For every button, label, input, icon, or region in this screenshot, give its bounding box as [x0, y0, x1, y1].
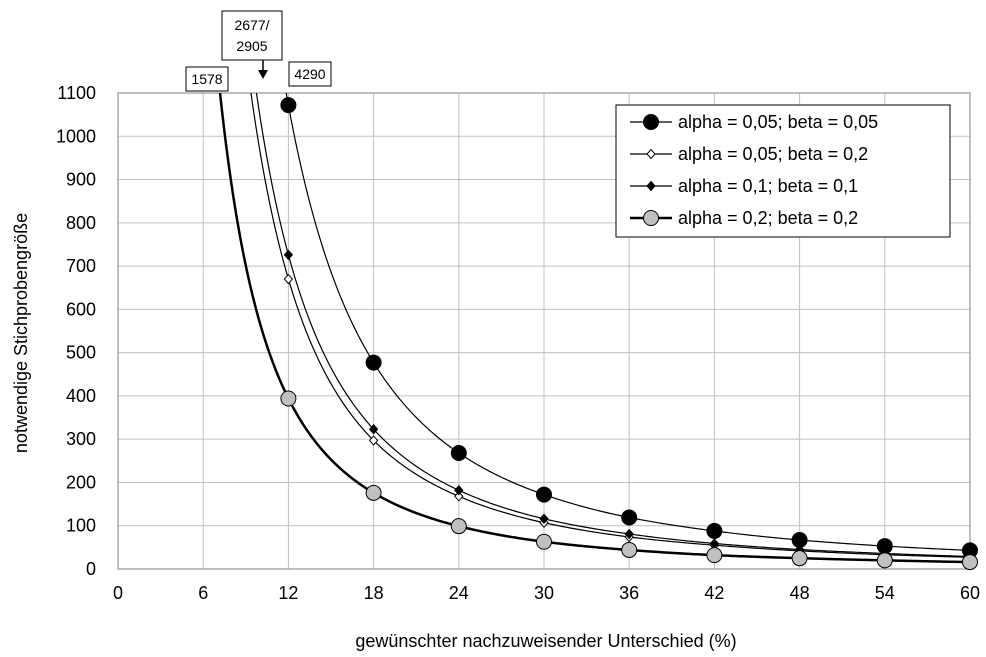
legend-marker [646, 148, 656, 160]
data-point [621, 509, 638, 526]
series-0 [280, 93, 978, 559]
annotation-arrow-head [258, 70, 268, 79]
y-tick-label: 600 [66, 299, 96, 319]
x-tick-label: 24 [449, 583, 469, 603]
legend-label: alpha = 0,2; beta = 0,2 [678, 208, 858, 228]
series-2 [255, 93, 975, 562]
series-3 [218, 93, 978, 571]
annotation-box-2677-2905 [221, 10, 283, 61]
annotation-2677: 2677/ [234, 17, 269, 33]
series-line [255, 93, 970, 558]
x-tick-label: 0 [113, 583, 123, 603]
y-tick-label: 400 [66, 386, 96, 406]
data-point [536, 486, 552, 503]
data-point [791, 550, 808, 567]
data-point [368, 435, 379, 446]
annotation-box-1578 [185, 66, 229, 92]
legend: alpha = 0,05; beta = 0,05 alpha = 0,05; b… [615, 104, 951, 238]
data-point [624, 528, 634, 540]
y-tick-label: 800 [66, 213, 96, 233]
data-point [536, 533, 552, 550]
data-point [450, 518, 467, 535]
data-point [962, 554, 978, 571]
data-point [876, 552, 893, 569]
annotation-1578: 1578 [191, 71, 222, 87]
y-tick-label: 500 [66, 343, 96, 363]
series-line [250, 93, 970, 558]
x-tick-label: 42 [704, 583, 724, 603]
x-tick-label: 60 [960, 583, 980, 603]
annotation-box-4290 [288, 61, 332, 87]
y-tick-label: 0 [86, 559, 96, 579]
y-tick-label: 700 [66, 256, 96, 276]
legend-marker [646, 180, 656, 192]
x-tick-label: 54 [875, 583, 895, 603]
data-point [283, 273, 294, 285]
y-tick-label: 900 [66, 170, 96, 190]
legend-label: alpha = 0,05; beta = 0,05 [678, 112, 878, 132]
data-point [365, 484, 382, 501]
y-tick-label: 1000 [56, 126, 96, 146]
series-layer [218, 93, 978, 571]
y-tick-label: 200 [66, 472, 96, 492]
legend-marker [643, 210, 659, 226]
data-point [280, 390, 297, 407]
data-point [368, 423, 379, 435]
data-point [365, 354, 382, 371]
x-tick-label: 18 [364, 583, 384, 603]
legend-marker [643, 114, 659, 130]
plot-area-frame [117, 92, 971, 570]
y-axis-label: notwendige Stichprobengröße [11, 213, 31, 453]
annotation-2905: 2905 [236, 38, 267, 54]
data-point [539, 513, 549, 525]
legend-item: alpha = 0,05; beta = 0,05 [630, 112, 878, 132]
x-tick-label: 12 [278, 583, 298, 603]
y-tick-label: 1100 [57, 83, 96, 103]
annotation-4290: 4290 [294, 66, 325, 82]
data-point [454, 491, 464, 502]
legend-label: alpha = 0,05; beta = 0,2 [678, 144, 868, 164]
legend-box [615, 104, 951, 238]
x-tick-label: 48 [790, 583, 810, 603]
data-point [706, 522, 723, 539]
data-point [454, 484, 464, 496]
legend-item: alpha = 0,1; beta = 0,1 [630, 176, 858, 196]
data-point [450, 445, 467, 462]
legend-label: alpha = 0,1; beta = 0,1 [678, 176, 858, 196]
y-axis-ticks: 0 100 200 300 400 500 600 700 800 900 1000 1100 [56, 83, 96, 579]
x-axis-label: gewünschter nachzuweisender Unterschied … [355, 631, 736, 651]
data-point [283, 249, 294, 261]
annotations: 1578 2677/ 2905 4290 [185, 10, 332, 92]
series-line [285, 93, 970, 551]
legend-item: alpha = 0,2; beta = 0,2 [630, 208, 858, 228]
data-point [706, 547, 723, 564]
data-point [280, 97, 297, 114]
legend-item: alpha = 0,05; beta = 0,2 [630, 144, 868, 164]
y-tick-label: 100 [66, 516, 96, 536]
data-point [621, 541, 638, 558]
y-tick-label: 300 [66, 429, 96, 449]
x-tick-label: 6 [198, 583, 208, 603]
x-tick-label: 30 [534, 583, 554, 603]
x-tick-label: 36 [619, 583, 639, 603]
x-axis-ticks: 0 6 12 18 24 30 36 42 48 54 60 [113, 583, 980, 603]
series-line [218, 93, 970, 564]
